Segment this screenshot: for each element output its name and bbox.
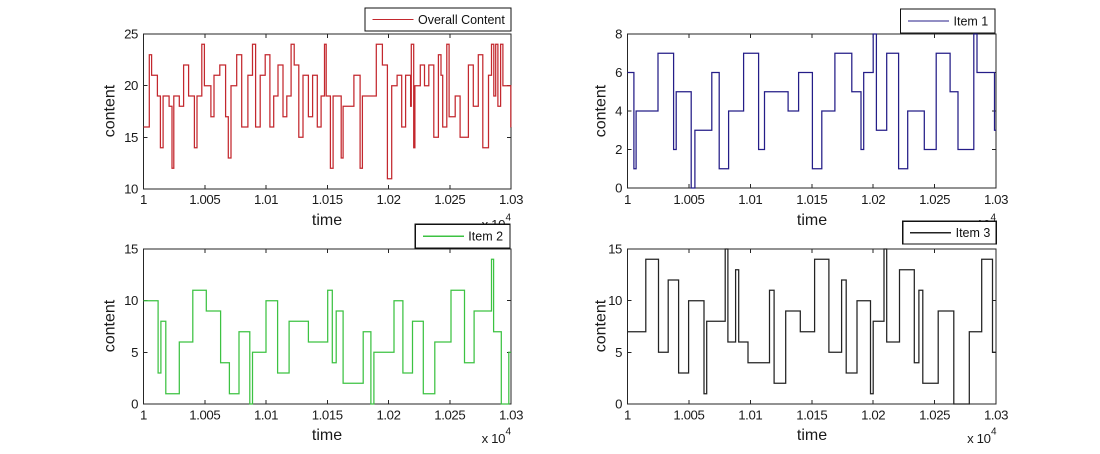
svg-text:1.02: 1.02 xyxy=(376,192,400,207)
svg-text:0: 0 xyxy=(615,397,622,412)
svg-text:1: 1 xyxy=(624,192,631,207)
svg-text:15: 15 xyxy=(608,242,622,257)
svg-text:1.005: 1.005 xyxy=(673,192,704,207)
svg-text:1.005: 1.005 xyxy=(189,192,220,207)
svg-text:0: 0 xyxy=(131,397,138,412)
svg-text:15: 15 xyxy=(124,130,138,145)
svg-text:content: content xyxy=(102,84,119,137)
svg-text:1.025: 1.025 xyxy=(919,192,950,207)
svg-text:10: 10 xyxy=(124,293,138,308)
svg-text:1.005: 1.005 xyxy=(673,408,704,423)
svg-text:1.02: 1.02 xyxy=(376,408,400,423)
svg-text:content: content xyxy=(593,299,610,352)
svg-text:Item 1: Item 1 xyxy=(954,14,989,28)
svg-text:1.015: 1.015 xyxy=(796,408,827,423)
svg-text:10: 10 xyxy=(124,182,138,197)
svg-text:8: 8 xyxy=(615,27,622,42)
svg-text:1.03: 1.03 xyxy=(984,192,1008,207)
svg-text:1.005: 1.005 xyxy=(189,408,220,423)
svg-text:1.03: 1.03 xyxy=(499,408,523,423)
svg-text:Item 2: Item 2 xyxy=(468,230,503,244)
svg-text:content: content xyxy=(102,299,119,352)
svg-text:4: 4 xyxy=(506,427,512,438)
svg-text:4: 4 xyxy=(506,213,512,224)
svg-text:1.015: 1.015 xyxy=(796,192,827,207)
svg-text:1.015: 1.015 xyxy=(312,192,343,207)
svg-text:x 10: x 10 xyxy=(967,431,990,446)
svg-text:2: 2 xyxy=(615,142,622,157)
svg-text:6: 6 xyxy=(615,65,622,80)
svg-text:1.02: 1.02 xyxy=(861,408,885,423)
svg-text:4: 4 xyxy=(991,213,997,224)
svg-text:Item 3: Item 3 xyxy=(956,226,991,240)
svg-text:1.025: 1.025 xyxy=(919,408,950,423)
svg-text:1.03: 1.03 xyxy=(499,192,523,207)
svg-text:time: time xyxy=(312,212,342,229)
svg-text:1: 1 xyxy=(624,408,631,423)
svg-text:4: 4 xyxy=(615,104,622,119)
svg-text:1.025: 1.025 xyxy=(434,192,465,207)
svg-text:1: 1 xyxy=(140,192,147,207)
svg-text:content: content xyxy=(593,84,610,137)
svg-text:Overall Content: Overall Content xyxy=(418,13,505,27)
svg-text:time: time xyxy=(797,212,827,229)
svg-text:0: 0 xyxy=(615,181,622,196)
svg-text:20: 20 xyxy=(124,78,138,93)
svg-text:25: 25 xyxy=(124,27,138,42)
svg-text:15: 15 xyxy=(124,242,138,257)
svg-text:1.03: 1.03 xyxy=(984,408,1008,423)
svg-text:1.015: 1.015 xyxy=(312,408,343,423)
svg-text:time: time xyxy=(797,427,827,444)
svg-text:1.01: 1.01 xyxy=(738,192,762,207)
svg-text:1.01: 1.01 xyxy=(254,408,278,423)
svg-text:time: time xyxy=(312,427,342,444)
svg-text:1.01: 1.01 xyxy=(738,408,762,423)
svg-text:4: 4 xyxy=(991,427,997,438)
svg-text:10: 10 xyxy=(608,293,622,308)
svg-text:5: 5 xyxy=(131,345,138,360)
svg-text:1.01: 1.01 xyxy=(254,192,278,207)
svg-text:1.02: 1.02 xyxy=(861,192,885,207)
svg-text:1: 1 xyxy=(140,408,147,423)
svg-text:1.025: 1.025 xyxy=(434,408,465,423)
svg-text:5: 5 xyxy=(615,345,622,360)
svg-text:x 10: x 10 xyxy=(482,431,505,446)
